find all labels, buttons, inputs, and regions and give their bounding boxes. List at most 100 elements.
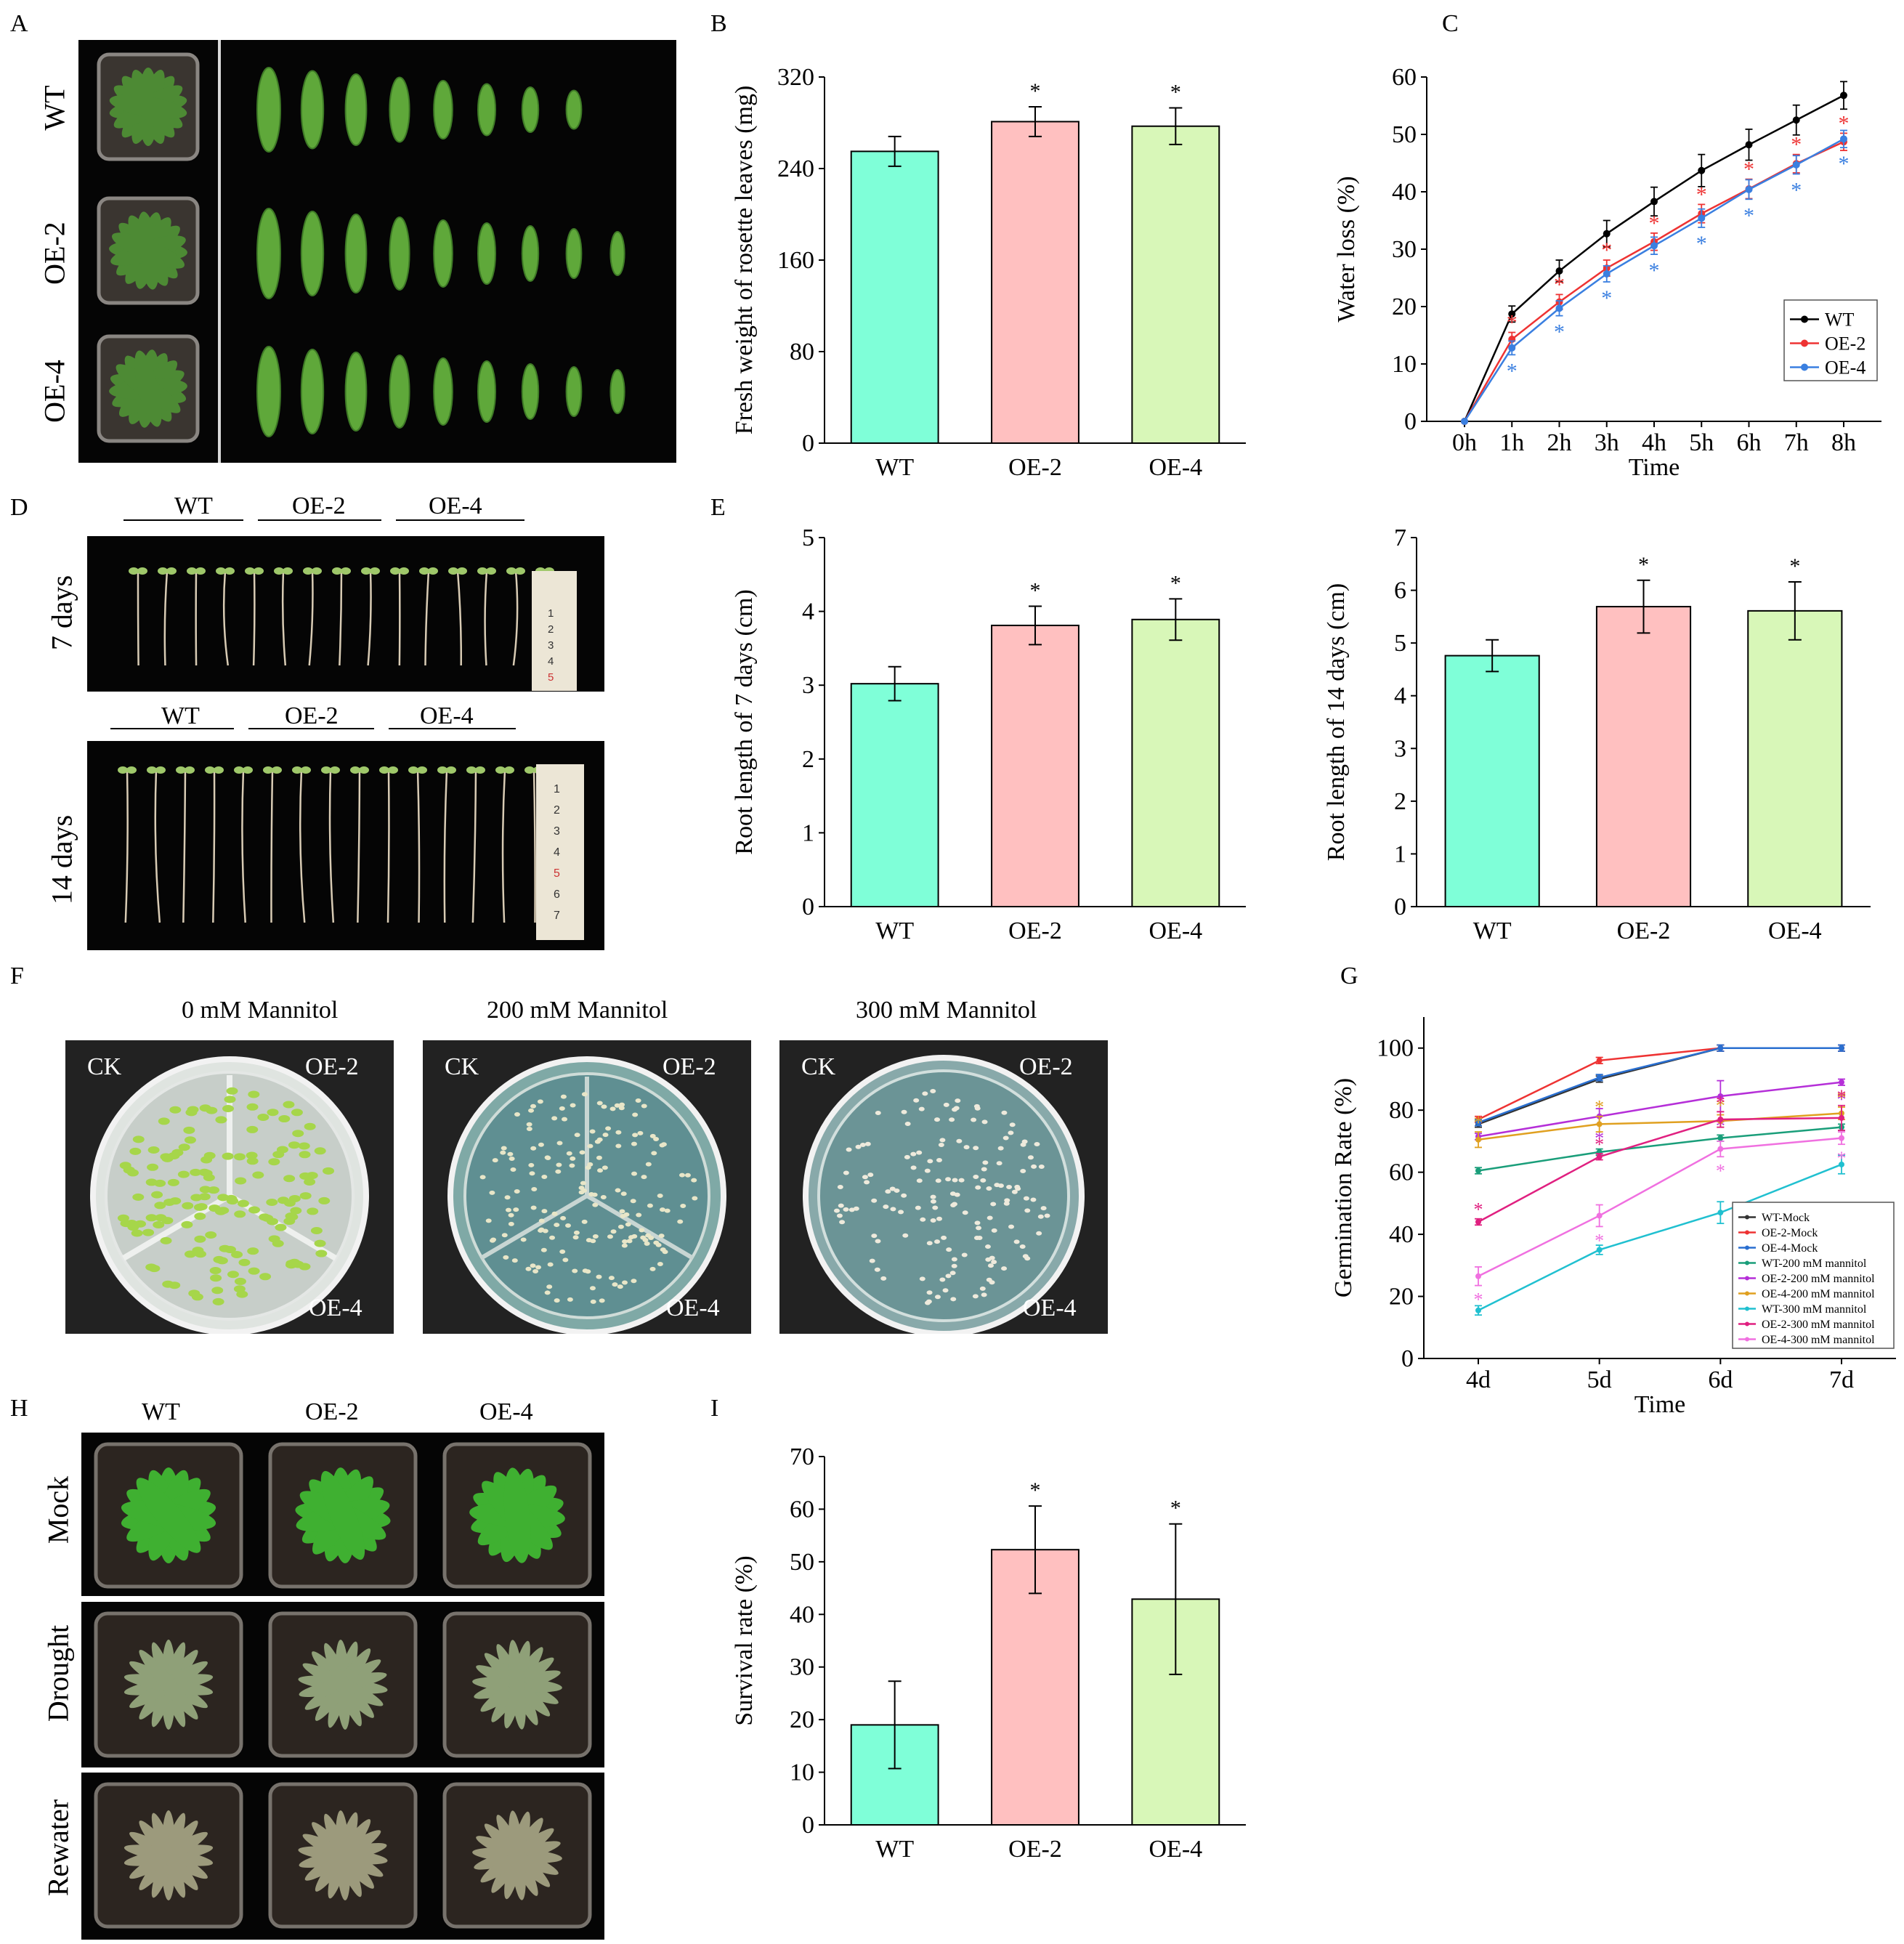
bar — [991, 624, 1079, 907]
x-tick-label: OE-2 — [1008, 454, 1062, 481]
seed — [142, 1228, 155, 1236]
seedling-photo-7days-drawing — [129, 567, 554, 666]
seed — [843, 1170, 849, 1175]
seed — [248, 1206, 261, 1214]
significance-mark: * — [1638, 553, 1649, 577]
seedling-root — [357, 769, 361, 923]
seed — [657, 1262, 663, 1267]
y-tick-label: 70 — [790, 1443, 814, 1470]
seed — [951, 1257, 957, 1262]
seed — [569, 1163, 575, 1168]
seed — [930, 1194, 936, 1199]
data-point — [1745, 141, 1753, 149]
cotyledon — [417, 766, 427, 774]
detached-leaf — [389, 216, 410, 291]
series-line — [1478, 1047, 1842, 1125]
seed — [167, 1178, 179, 1186]
panel-letter-h: H — [10, 1395, 28, 1422]
seed — [226, 1087, 238, 1095]
seed — [631, 1279, 637, 1284]
seed — [932, 1205, 939, 1210]
seed — [942, 1288, 949, 1293]
significance-mark: * — [1595, 1230, 1604, 1251]
legend-label: OE-4-Mock — [1762, 1242, 1818, 1255]
data-point — [1792, 116, 1800, 124]
seed — [511, 1258, 518, 1263]
seed — [315, 1250, 328, 1257]
photo-h-col-oe4: OE-4 — [479, 1398, 533, 1425]
ruler-14days-mark: 4 — [554, 846, 560, 859]
panel-letter-b: B — [710, 10, 727, 37]
seed — [215, 1116, 227, 1124]
seed — [1020, 1169, 1026, 1174]
data-point — [1839, 1161, 1844, 1167]
seed — [554, 1298, 560, 1303]
seed — [902, 1233, 909, 1238]
seed — [901, 1193, 907, 1198]
seed — [304, 1178, 316, 1186]
seed — [259, 1273, 272, 1281]
seed — [485, 1218, 492, 1223]
panel-letter-d: D — [10, 494, 28, 521]
seed — [920, 1217, 926, 1222]
legend-label: OE-2-Mock — [1762, 1227, 1818, 1239]
x-tick-label: 5h — [1689, 429, 1714, 456]
plant-leaf — [320, 1470, 365, 1560]
seed — [596, 1155, 602, 1160]
seed — [602, 1133, 609, 1138]
legend-marker — [1745, 1260, 1749, 1265]
x-tick-label: OE-2 — [1617, 918, 1671, 944]
seed — [660, 1142, 667, 1147]
ruler-7days-mark: 1 — [548, 607, 554, 620]
data-point — [1717, 1210, 1724, 1216]
seed — [562, 1257, 569, 1263]
y-tick-label: 1 — [1394, 841, 1406, 867]
legend-marker — [1745, 1291, 1749, 1296]
cotyledon — [283, 567, 293, 575]
seedling-root — [212, 769, 216, 923]
series-line — [1478, 1163, 1842, 1311]
plate-photo-200mm-drawing — [447, 1056, 726, 1334]
seed — [288, 1141, 300, 1149]
seed — [489, 1190, 495, 1195]
seed — [843, 1207, 849, 1212]
seed — [169, 1106, 182, 1114]
seed — [246, 1157, 259, 1165]
seed — [508, 1221, 514, 1226]
cotyledon — [214, 766, 224, 774]
seed — [934, 1295, 941, 1300]
seed — [514, 1189, 520, 1194]
legend-marker — [1745, 1321, 1749, 1327]
seed — [551, 1116, 558, 1121]
seed — [642, 1238, 649, 1243]
seed — [600, 1195, 607, 1200]
data-point — [1603, 270, 1611, 278]
seed — [314, 1239, 326, 1247]
seed — [926, 1241, 933, 1246]
seed — [227, 1271, 239, 1279]
seed — [615, 1130, 622, 1135]
detached-leaf — [300, 349, 325, 434]
seed — [145, 1214, 158, 1222]
cotyledon — [524, 766, 535, 774]
seed — [560, 1215, 567, 1220]
data-point — [1717, 1117, 1724, 1122]
seed — [645, 1162, 652, 1167]
detached-leaf — [609, 369, 625, 414]
seed — [153, 1220, 165, 1228]
seed — [127, 1223, 139, 1231]
seed — [635, 1098, 641, 1103]
significance-mark: * — [1601, 238, 1612, 262]
y-tick-label: 4 — [1394, 683, 1406, 710]
seed — [544, 1155, 551, 1160]
seed — [299, 1263, 311, 1271]
seed — [278, 1115, 291, 1123]
seed — [981, 1292, 987, 1297]
significance-mark: * — [1030, 79, 1041, 103]
data-point — [1840, 92, 1847, 100]
seed — [503, 1255, 509, 1260]
seed — [641, 1175, 647, 1180]
data-point — [1745, 185, 1753, 193]
seed — [492, 1158, 498, 1163]
seed — [119, 1162, 131, 1170]
